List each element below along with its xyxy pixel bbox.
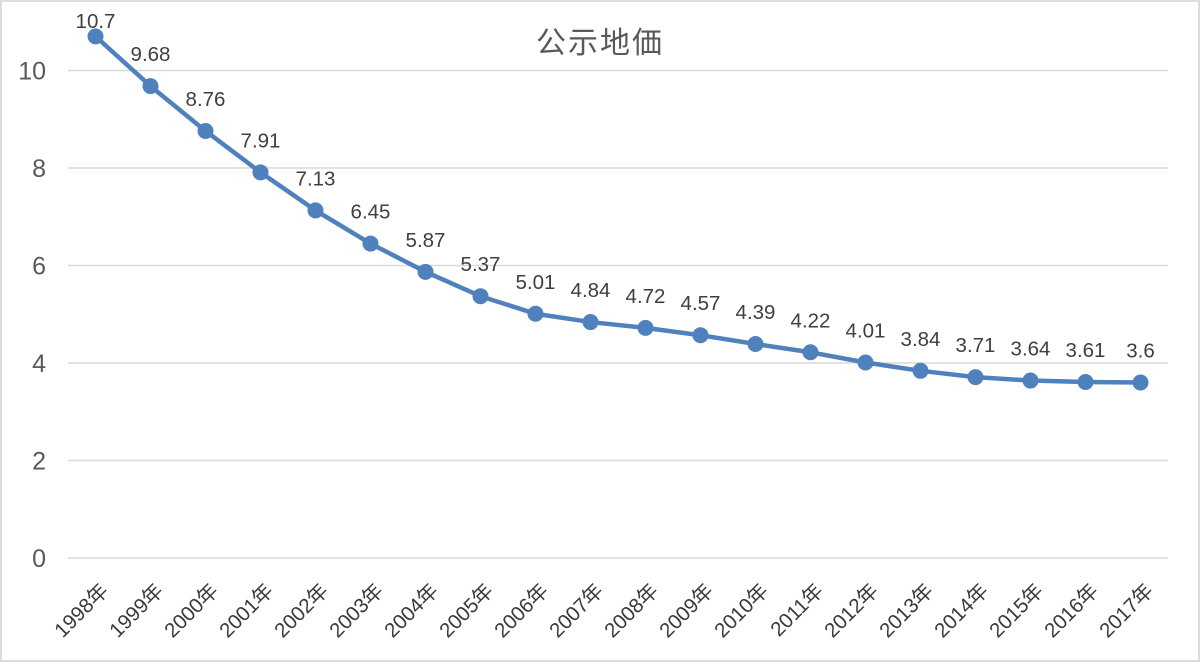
data-point-marker [1022,372,1039,389]
y-axis-tick-label: 0 [32,545,46,573]
y-axis-tick-label: 2 [32,448,46,476]
x-axis-tick-label: 2000年 [160,579,223,642]
data-point-marker [417,263,434,280]
data-point-marker [692,327,709,344]
data-point-label: 3.64 [1011,338,1051,361]
data-point-marker [1132,374,1149,391]
data-point-label: 4.72 [626,285,666,308]
data-point-label: 4.01 [846,320,886,343]
data-point-marker [87,28,104,45]
data-point-label: 4.22 [791,309,831,332]
data-point-label: 3.61 [1066,339,1106,362]
x-axis-tick-label: 2015年 [985,579,1048,642]
x-axis-tick-label: 2007年 [545,579,608,642]
x-axis-tick-label: 2002年 [270,579,333,642]
x-axis-tick-label: 2012年 [820,579,883,642]
x-axis-tick-label: 2010年 [710,579,773,642]
data-point-marker [252,164,269,181]
y-axis-tick-label: 6 [32,253,46,281]
data-point-marker [582,314,599,331]
data-point-marker [472,288,489,305]
x-axis-tick-label: 2017年 [1095,579,1158,642]
data-point-marker [1077,374,1094,391]
x-axis-tick-label: 2005年 [435,579,498,642]
x-axis-tick-label: 2009年 [655,579,718,642]
y-axis-tick-label: 8 [32,155,46,183]
x-axis-tick-label: 2014年 [930,579,993,642]
data-point-label: 3.71 [956,334,996,357]
x-axis-tick-label: 2008年 [600,579,663,642]
data-point-label: 7.91 [241,129,281,152]
x-axis-tick-label: 2016年 [1040,579,1103,642]
x-axis-tick-label: 2013年 [875,579,938,642]
data-point-marker [362,235,379,252]
data-point-marker [142,78,159,95]
data-point-marker [967,369,984,386]
x-axis-tick-label: 2011年 [766,579,828,641]
series-line [93,34,1143,385]
data-point-label: 4.39 [736,301,776,324]
x-axis-tick-label: 2006年 [490,579,553,642]
data-point-label: 4.84 [571,279,611,302]
data-point-marker [637,319,654,336]
data-point-marker [802,344,819,361]
x-axis-tick-label: 1998年 [50,579,113,642]
x-axis-tick-label: 2001年 [215,579,278,642]
x-axis-tick-label: 2004年 [380,579,443,642]
data-point-marker [912,362,929,379]
data-point-marker [857,354,874,371]
y-axis-tick-label: 4 [32,350,46,378]
data-point-marker [197,122,214,139]
data-point-label: 5.01 [516,271,556,294]
data-point-marker [527,305,544,322]
data-point-marker [747,335,764,352]
data-point-label: 9.68 [131,43,171,66]
y-axis-tick-label: 10 [18,58,46,86]
data-point-label: 8.76 [186,88,226,111]
x-axis-tick-label: 1999年 [105,579,168,642]
data-point-label: 3.84 [901,328,941,351]
data-point-label: 7.13 [296,167,336,190]
data-point-marker [307,202,324,219]
data-point-label: 6.45 [351,201,391,224]
data-point-label: 3.6 [1126,340,1155,363]
data-point-label: 5.37 [461,253,501,276]
x-axis-tick-label: 2003年 [325,579,388,642]
data-point-label: 10.7 [76,10,116,33]
data-point-label: 5.87 [406,229,446,252]
data-point-label: 4.57 [681,292,721,315]
